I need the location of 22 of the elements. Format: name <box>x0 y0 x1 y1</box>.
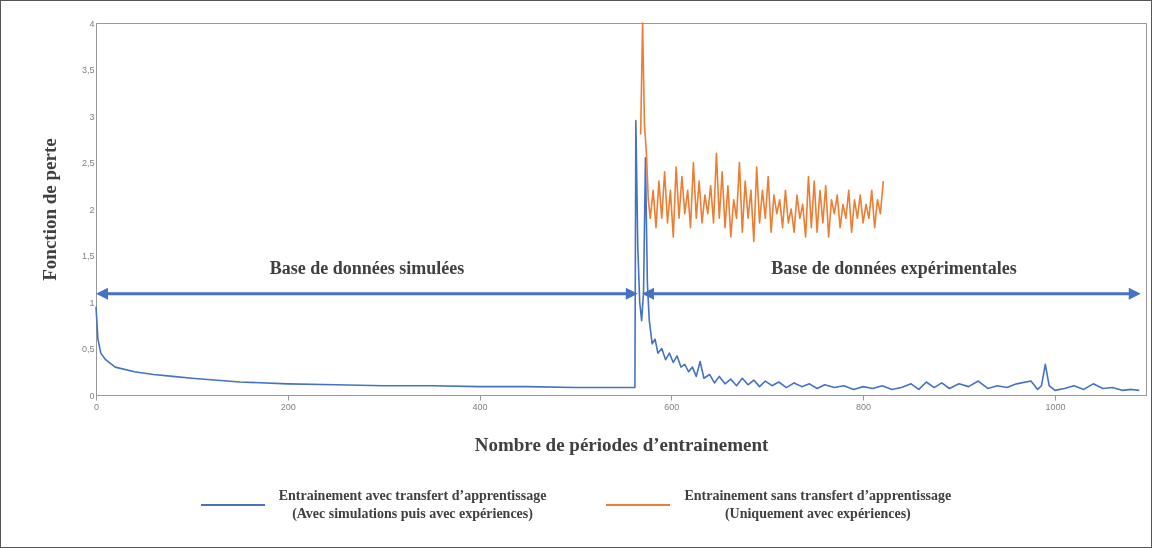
y-tick-label: 3,5 <box>81 65 95 75</box>
line-series <box>639 22 885 243</box>
legend-label: Entrainement avec transfert d’apprentissage (Avec simulations puis avec expériences) <box>278 487 547 523</box>
y-tick-label: 1 <box>89 297 95 308</box>
y-axis-title: Fonction de perte <box>38 138 60 281</box>
line-series <box>95 119 1141 392</box>
annotation: Base de données simulées <box>269 257 465 278</box>
legend-label: Entrainement sans transfert d’apprentissage (Uniquement avec expériences) <box>684 487 952 523</box>
y-tick-label: 0 <box>89 390 95 401</box>
x-axis-title: Nombre de périodes d’entrainement <box>474 433 769 455</box>
x-tick-label: 1000 <box>1045 401 1066 412</box>
x-tick-label: 200 <box>280 401 296 412</box>
x-tick-label: 600 <box>664 401 680 412</box>
y-tick-label: 3 <box>89 111 95 122</box>
y-tick-label: 4 <box>89 18 95 29</box>
x-tick-label: 800 <box>856 401 872 412</box>
y-tick-label: 0,5 <box>81 344 95 354</box>
y-tick-label: 2,5 <box>81 158 95 168</box>
annotation: Base de données expérimentales <box>771 257 1017 278</box>
x-tick-label: 400 <box>472 401 488 412</box>
y-tick-label: 2 <box>89 204 95 215</box>
y-tick-label: 1,5 <box>81 251 95 261</box>
